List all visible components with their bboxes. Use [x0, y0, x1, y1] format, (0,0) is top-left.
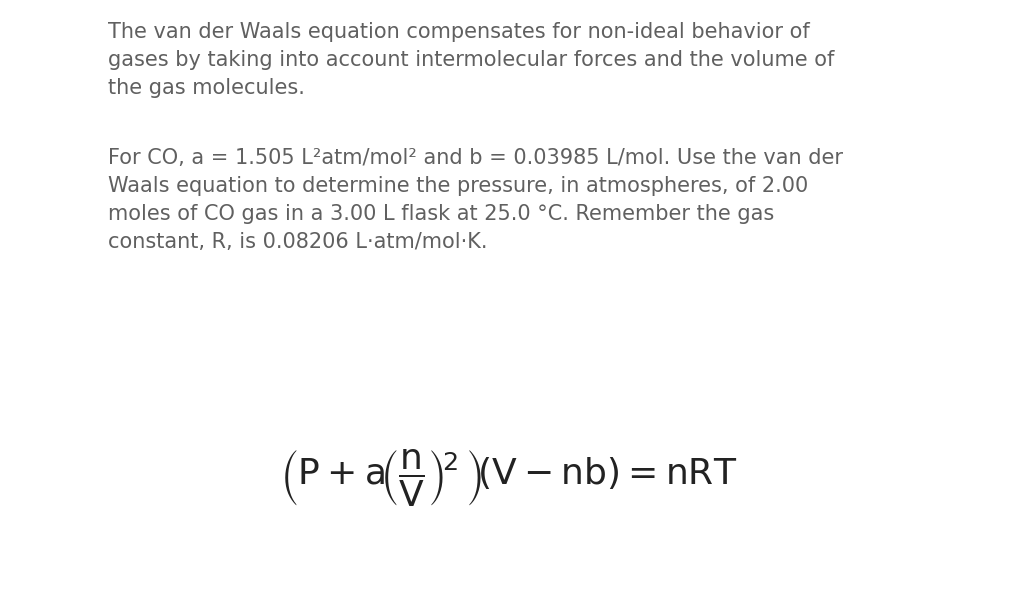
Text: For CO, a = 1.505 L²atm/mol² and b = 0.03985 L/mol. Use the van der
Waals equati: For CO, a = 1.505 L²atm/mol² and b = 0.0… [108, 148, 843, 252]
Text: $\left( \mathrm{P} + \mathrm{a}\!\left(\dfrac{\mathrm{n}}{\mathrm{V}}\right)^{\!: $\left( \mathrm{P} + \mathrm{a}\!\left(\… [280, 448, 738, 509]
Text: The van der Waals equation compensates for non-ideal behavior of
gases by taking: The van der Waals equation compensates f… [108, 22, 835, 98]
